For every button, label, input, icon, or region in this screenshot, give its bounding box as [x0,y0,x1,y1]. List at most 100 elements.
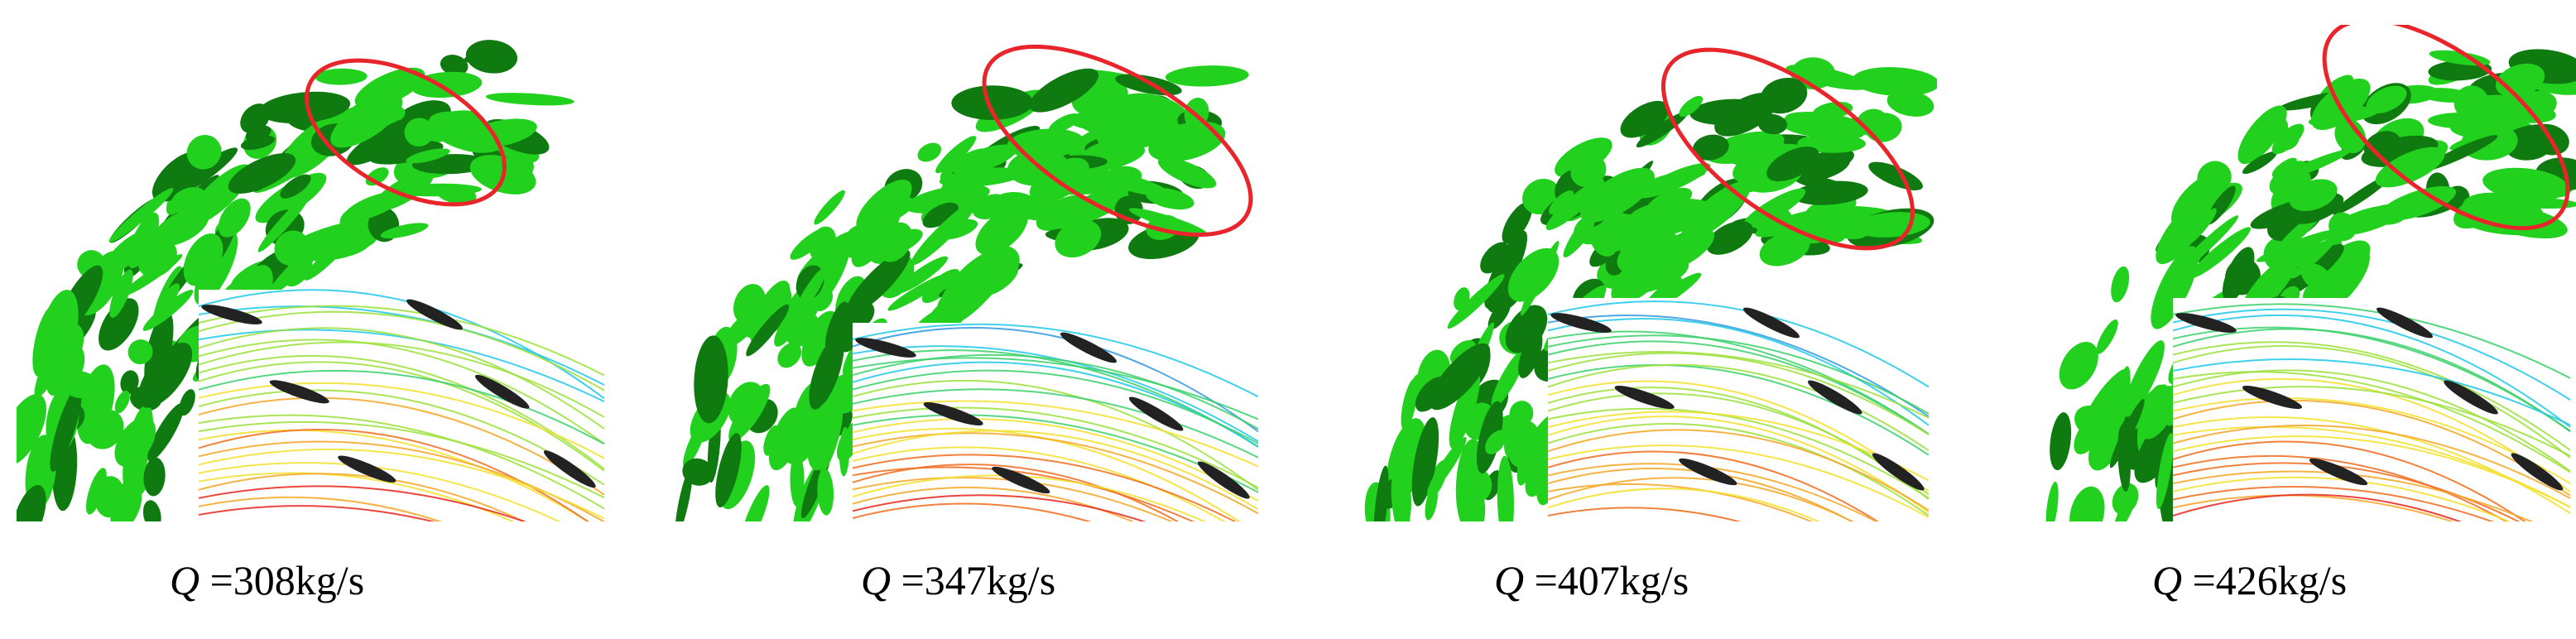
blades [855,332,1250,499]
blade [1679,458,1737,486]
vortex-blob [2242,151,2277,175]
vortex-blob [50,384,83,472]
streamline [198,339,605,444]
vortex-blob [2141,386,2177,440]
vortex-blob [127,339,153,365]
vortex-blob [2045,481,2059,521]
vortex-blob [280,174,311,199]
streamline [198,472,515,521]
vortex-blob [1643,228,1715,275]
streamlines [852,323,1259,521]
vortex-blob [917,142,942,162]
vortex-blob [85,468,107,515]
streamline [198,305,605,386]
vortex-blob [733,284,766,324]
streamline [1547,468,1853,521]
streamline [2172,399,2571,497]
streamline [852,430,1259,511]
vortex-blob [1692,134,1729,161]
caption-variable: Q [861,557,892,603]
streamline [198,420,605,499]
streamline [1547,352,1930,435]
blade [338,455,396,483]
vortex-blob [32,305,60,377]
vortex-blob [2151,246,2199,329]
streamline [198,485,526,521]
streamline [198,505,436,521]
streamline [2172,476,2511,521]
vortex-blob [839,426,850,477]
highlight-ellipse [305,58,507,207]
blade [855,338,916,358]
blade [543,450,596,488]
streamline [852,400,1259,468]
caption-1: Q =308kg/s [170,556,364,604]
vortex-blob [877,222,913,262]
vortex-blob [740,485,770,521]
vortex-blob [1816,210,1869,226]
vortex-blob [257,193,311,252]
vortex-blob [330,93,403,148]
vortex-blob [763,425,781,456]
vortex-blob [1430,343,1491,411]
vortex-blob [814,190,845,225]
streamline [2172,358,2571,426]
streamline [852,388,1259,459]
vortex-blob [937,268,997,311]
vortex-blob [2155,432,2174,510]
vortex-blob [675,467,693,521]
vortex-structures [675,65,1249,521]
vortex-blob [1852,67,1937,97]
vortex-blob [1487,299,1511,330]
blade [2175,313,2237,333]
vortex-blob [1509,401,1534,427]
streamline [2172,462,2521,521]
streamline [1547,334,1930,415]
caption-value: =407kg/s [1524,557,1689,603]
blade [474,374,530,409]
caption-variable: Q [1494,557,1525,603]
streamline [2172,314,2571,428]
blade [2309,458,2368,486]
vortex-blob [1637,162,1711,199]
vortex-blob [2420,88,2473,103]
vortex-blob [817,468,834,516]
vortex-blob [228,153,296,194]
vortex-blob [1570,154,1607,188]
blade [2376,307,2434,339]
streamline [198,448,605,520]
streamline [1547,423,1930,516]
streamline [1547,351,1930,419]
streamline [852,326,1259,433]
vortex-blob [1886,89,1934,117]
vortex-blob [2366,85,2407,114]
vortex-blob [1373,465,1389,521]
vortex-blob [179,389,195,416]
highlight-ellipse [2322,25,2570,231]
streamline [2172,328,2571,433]
vortex-blob [2123,340,2165,417]
blade [269,380,329,404]
vortex-blob [218,198,251,238]
vortex-blob [2271,123,2304,155]
vortex-blob [807,401,839,471]
streamline [1547,488,1821,521]
vortex-blob [2258,124,2279,144]
streamline [1547,507,1742,521]
vortex-blob [1007,128,1084,159]
streamlines [2172,303,2571,521]
vortex-and-streamline-image-4 [2045,25,2576,521]
vortex-and-streamline-image-1 [17,40,605,521]
streamline [198,414,605,510]
vortex-blob [2155,198,2210,265]
streamline [852,494,1146,521]
vortex-blob [406,148,450,164]
vortex-blob [2375,147,2445,188]
vortex-blob [2074,416,2103,454]
vortex-blob [109,269,133,318]
vortex-blob [1549,190,1574,215]
vortex-blob [2289,179,2338,211]
streamline [2172,425,2571,499]
streamline [1547,429,1930,512]
